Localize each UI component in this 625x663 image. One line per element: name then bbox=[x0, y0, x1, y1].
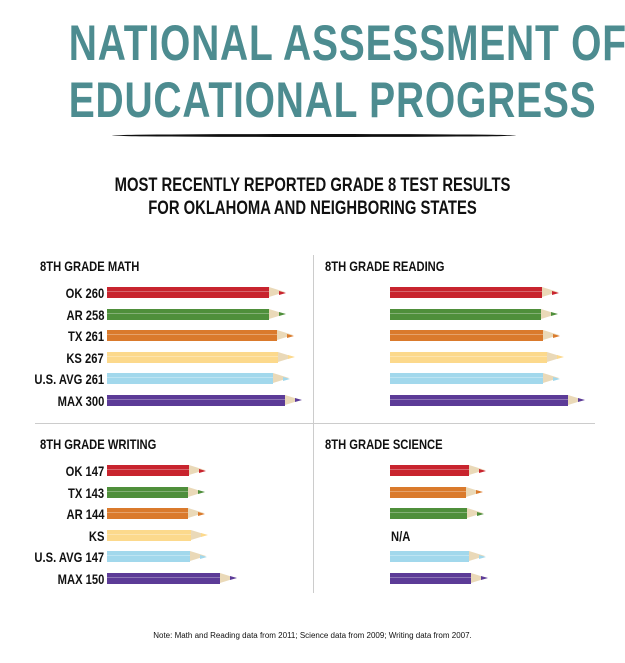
bar-label: MAX 300 bbox=[57, 392, 104, 409]
reading-chart-title: 8TH GRADE READING bbox=[325, 258, 445, 274]
pencil-tip bbox=[470, 572, 487, 583]
pencil-body bbox=[390, 394, 568, 406]
pencil-tip bbox=[269, 308, 286, 319]
bar-label: TX 261 bbox=[67, 328, 105, 344]
title-underline bbox=[112, 134, 516, 137]
pencil-tip bbox=[568, 394, 584, 405]
pencil-lead bbox=[198, 511, 206, 516]
title-line-1: NATIONAL ASSESSMENT OF bbox=[68, 15, 625, 71]
pencil-body bbox=[107, 330, 277, 341]
title-line-2: EDUCATIONAL PROGRESS bbox=[68, 72, 597, 128]
pencil-body bbox=[107, 465, 190, 476]
pencil-body bbox=[107, 394, 285, 406]
pencil-tip bbox=[540, 308, 557, 319]
pencil-lead bbox=[478, 468, 486, 473]
pencil-tip bbox=[277, 351, 294, 362]
pencil-body bbox=[390, 351, 547, 363]
subtitle-line-1: MOST RECENTLY REPORTED GRADE 8 TEST RESU… bbox=[114, 175, 511, 196]
pencil-body bbox=[390, 308, 541, 320]
writing-chart-title: 8TH GRADE WRITING bbox=[40, 436, 157, 452]
pencil-lead bbox=[552, 333, 560, 338]
bar-label: U.S. AVG 147 bbox=[34, 549, 104, 565]
bar-label: MAX 150 bbox=[57, 570, 104, 587]
pencil-tip bbox=[285, 394, 301, 405]
pencil-lead bbox=[279, 312, 287, 316]
bar-label: TX 143 bbox=[67, 484, 105, 501]
pencil-tip bbox=[190, 551, 207, 561]
pencil-lead bbox=[287, 355, 295, 359]
pencil-tip bbox=[466, 508, 483, 518]
bar-label: AR 144 bbox=[66, 506, 104, 522]
pencil-lead bbox=[475, 490, 483, 494]
bar-label: AR 258 bbox=[66, 306, 104, 323]
pencil-body bbox=[390, 287, 542, 298]
horizontal-divider bbox=[35, 423, 595, 424]
science-chart-title: 8TH GRADE SCIENCE bbox=[325, 436, 443, 452]
pencil-tip bbox=[269, 287, 286, 297]
bar-label: OK 260 bbox=[65, 285, 104, 301]
pencil-lead bbox=[550, 312, 558, 316]
pencil-lead bbox=[199, 468, 207, 473]
na-label: N/A bbox=[391, 527, 411, 544]
pencil-tip bbox=[546, 351, 563, 362]
pencil-tip bbox=[273, 373, 290, 383]
pencil-lead bbox=[283, 376, 291, 381]
pencil-lead bbox=[552, 376, 560, 381]
pencil-body bbox=[107, 287, 270, 298]
pencil-tip bbox=[542, 330, 559, 340]
bar-label: OK 147 bbox=[65, 463, 104, 479]
pencil-lead bbox=[552, 290, 559, 295]
pencil-body bbox=[107, 486, 189, 498]
pencil-body bbox=[390, 486, 466, 498]
pencil-tip bbox=[468, 551, 485, 561]
pencil-body bbox=[107, 373, 274, 384]
subtitle-line-2: FOR OKLAHOMA AND NEIGHBORING STATES bbox=[148, 198, 477, 219]
pencil-body bbox=[107, 529, 192, 541]
pencil-lead bbox=[295, 398, 302, 402]
bar-label: U.S. AVG 261 bbox=[34, 371, 104, 387]
pencil-body bbox=[390, 551, 469, 562]
pencil-tip bbox=[189, 465, 206, 475]
pencil-tip bbox=[542, 373, 559, 383]
pencil-tip bbox=[191, 529, 208, 540]
math-chart-title: 8TH GRADE MATH bbox=[40, 258, 140, 274]
footnote: Note: Math and Reading data from 2011; S… bbox=[153, 631, 472, 640]
pencil-body bbox=[107, 551, 191, 562]
pencil-body bbox=[107, 508, 189, 519]
pencil-tip bbox=[220, 572, 236, 583]
pencil-body bbox=[390, 373, 543, 384]
pencil-lead bbox=[578, 398, 585, 402]
pencil-lead bbox=[279, 290, 287, 295]
pencil-tip bbox=[188, 486, 205, 497]
pencil-tip bbox=[465, 486, 482, 497]
pencil-lead bbox=[556, 355, 564, 359]
pencil-body bbox=[390, 330, 543, 341]
pencil-tip bbox=[468, 465, 485, 475]
pencil-body bbox=[107, 351, 278, 363]
pencil-lead bbox=[478, 554, 486, 559]
pencil-tip bbox=[542, 287, 558, 297]
pencil-body bbox=[390, 465, 469, 476]
pencil-lead bbox=[480, 576, 488, 580]
pencil-body bbox=[107, 308, 270, 320]
pencil-body bbox=[390, 572, 471, 584]
vertical-divider bbox=[313, 255, 314, 593]
pencil-lead bbox=[230, 576, 237, 580]
pencil-lead bbox=[286, 333, 294, 338]
pencil-lead bbox=[476, 511, 484, 516]
pencil-tip bbox=[276, 330, 293, 340]
pencil-lead bbox=[201, 533, 209, 537]
bar-label: KS 267 bbox=[66, 349, 105, 366]
pencil-lead bbox=[198, 490, 206, 494]
pencil-tip bbox=[188, 508, 205, 518]
pencil-lead bbox=[200, 554, 208, 559]
pencil-body bbox=[107, 572, 220, 584]
bar-label: KS bbox=[88, 527, 104, 544]
pencil-body bbox=[390, 508, 467, 519]
